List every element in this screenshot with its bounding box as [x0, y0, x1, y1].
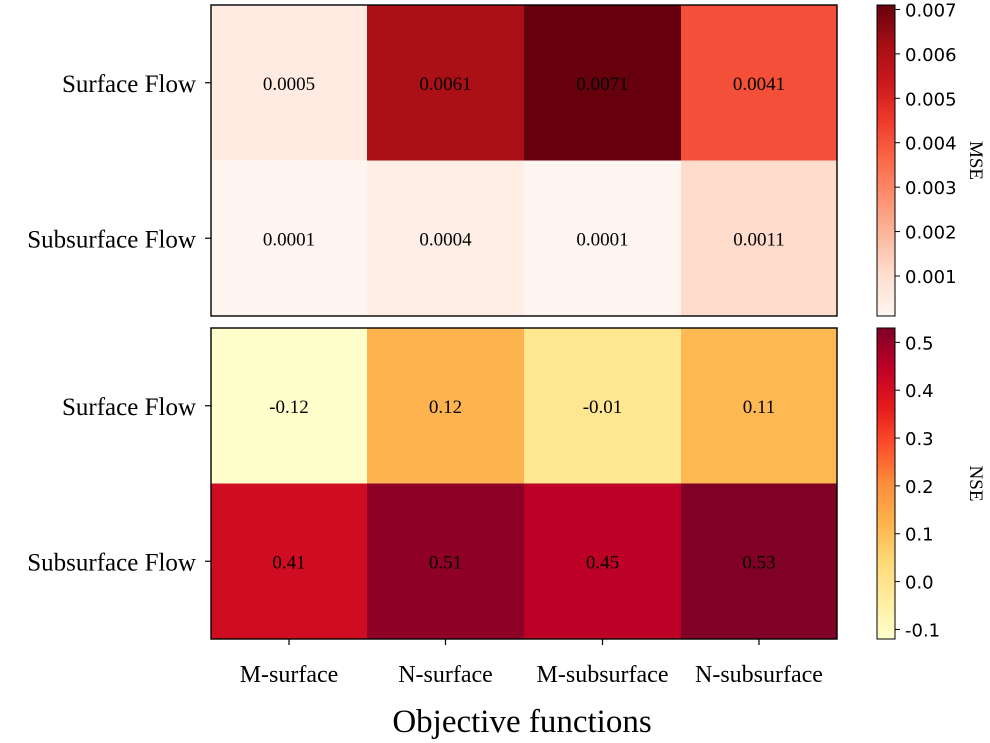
x-axis-title: Objective functions [392, 704, 651, 740]
heatmap-cell [681, 5, 837, 161]
colorbar-tick-label: 0.001 [905, 267, 957, 288]
cell-value-label: 0.0011 [733, 229, 785, 250]
colorbar-tick-label: 0.2 [905, 477, 934, 498]
heatmap-cell [681, 328, 837, 484]
heatmap-cell [524, 328, 681, 484]
cell-value-label: 0.0001 [576, 229, 628, 250]
x-axis-ticks: M-surface N-surface M-subsurface N-subsurfa… [240, 639, 823, 688]
heatmap-cell [211, 160, 367, 316]
colorbar-tick-label: 0.004 [905, 134, 957, 155]
y-tick-label: Surface Flow [62, 71, 196, 98]
colorbar-tick-label: 0.4 [905, 381, 934, 402]
colorbar-title: MSE [965, 141, 986, 180]
heatmap-cell [211, 328, 367, 484]
colorbar-tick-label: -0.1 [905, 620, 940, 641]
cell-value-label: 0.41 [272, 552, 305, 573]
colorbar-tick-label: 0.005 [905, 89, 957, 110]
colorbar-tick-label: 0.002 [905, 223, 957, 244]
cell-value-label: 0.0004 [419, 229, 472, 250]
heatmap-cell [524, 483, 681, 639]
colorbar-tick-label: 0.003 [905, 178, 957, 199]
heatmap-cell [367, 5, 524, 161]
colorbar-tick-label: 0.1 [905, 525, 934, 546]
cell-value-label: 0.0061 [419, 74, 471, 95]
heatmap-cell [524, 5, 681, 161]
cell-value-label: 0.0041 [733, 74, 785, 95]
x-tick-label: N-surface [398, 662, 493, 688]
heatmap-cell [681, 483, 837, 639]
cell-value-label: -0.12 [269, 397, 309, 418]
colorbar-title: NSE [965, 466, 986, 502]
heatmap-cell [367, 483, 524, 639]
heatmap-cell [211, 5, 367, 161]
colorbar-tick-label: 0.3 [905, 429, 934, 450]
cell-value-label: 0.12 [429, 397, 462, 418]
y-tick-label: Subsurface Flow [27, 549, 196, 576]
heatmap-panel-nse: -0.12 0.12 -0.01 0.11 0.41 0.51 0.45 0.53 Surfac… [27, 327, 986, 641]
heatmap-frame [210, 327, 838, 640]
colorbar [876, 327, 896, 640]
colorbar-tick-label: 0.006 [905, 45, 957, 66]
heatmap-panel-mse: 0.0005 0.0061 0.0071 0.0041 0.0001 0.0004 0.00… [27, 0, 986, 317]
heatmap-cell [211, 483, 367, 639]
cell-value-label: 0.51 [429, 552, 462, 573]
y-tick-label: Subsurface Flow [27, 226, 196, 253]
colorbar-tick-label: 0.0 [905, 573, 934, 594]
heatmap-cell [681, 160, 837, 316]
cell-value-label: 0.11 [743, 397, 776, 418]
cell-value-label: 0.0001 [263, 229, 315, 250]
cell-value-label: 0.0071 [576, 74, 628, 95]
heatmap-cell [524, 160, 681, 316]
colorbar-tick-label: 0.5 [905, 333, 934, 354]
cell-value-label: -0.01 [583, 397, 623, 418]
x-tick-label: M-subsurface [537, 662, 669, 688]
x-tick-label: N-subsurface [695, 662, 823, 688]
heatmap-cell [367, 160, 524, 316]
x-tick-label: M-surface [240, 662, 339, 688]
y-tick-label: Surface Flow [62, 394, 196, 421]
colorbar [876, 4, 896, 317]
colorbar-tick-label: 0.007 [905, 0, 957, 21]
cell-value-label: 0.45 [586, 552, 619, 573]
heatmap-frame [210, 4, 838, 317]
cell-value-label: 0.0005 [263, 74, 315, 95]
heatmap-cell [367, 328, 524, 484]
cell-value-label: 0.53 [742, 552, 775, 573]
